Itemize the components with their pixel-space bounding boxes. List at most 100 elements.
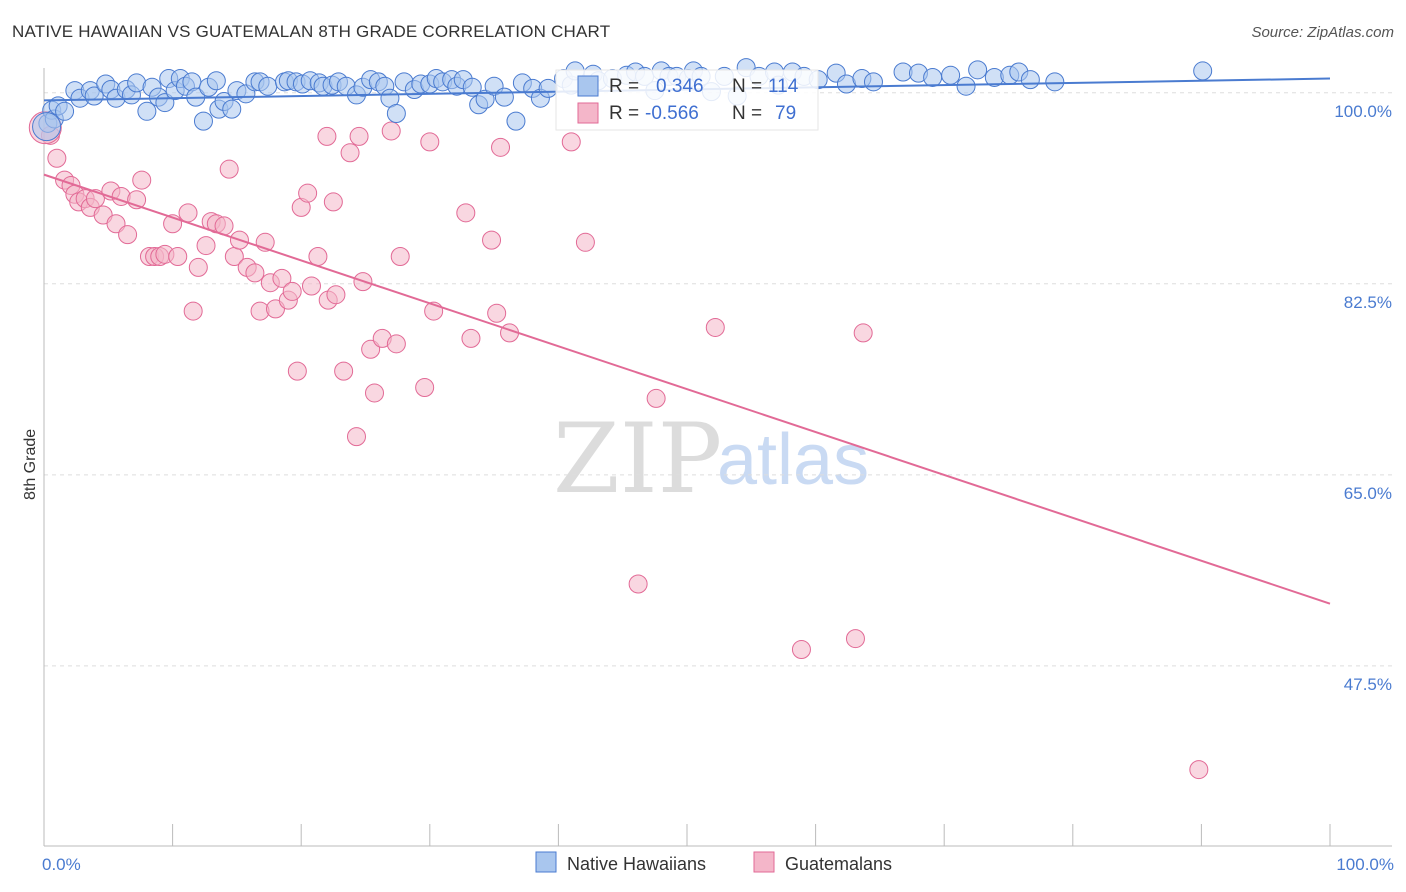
data-point bbox=[287, 361, 307, 381]
data-point bbox=[475, 89, 495, 109]
data-point bbox=[415, 378, 435, 397]
data-point bbox=[340, 143, 360, 163]
data-point bbox=[282, 281, 302, 301]
gridlines bbox=[44, 92, 1392, 667]
data-point bbox=[381, 121, 401, 141]
watermark-zip: ZIP bbox=[553, 403, 722, 515]
guatemalans-trend-line bbox=[43, 173, 1331, 605]
data-point bbox=[628, 574, 648, 594]
stats-box: R = 0.346 N = 114 R = -0.566 N = 79 bbox=[555, 69, 819, 131]
data-point bbox=[863, 72, 883, 92]
data-point bbox=[317, 126, 337, 146]
data-point bbox=[183, 301, 203, 321]
data-point bbox=[272, 268, 292, 288]
stats-blue-swatch bbox=[577, 75, 599, 97]
data-point bbox=[188, 257, 208, 277]
data-point bbox=[386, 334, 406, 354]
data-point bbox=[168, 247, 188, 266]
stats-pink-r-label: R = bbox=[609, 103, 639, 124]
data-point bbox=[245, 263, 265, 283]
stats-box-frame bbox=[555, 69, 819, 131]
data-point bbox=[1020, 70, 1040, 90]
data-point bbox=[193, 111, 213, 131]
data-point bbox=[308, 247, 328, 266]
data-point bbox=[461, 328, 481, 348]
data-point bbox=[301, 276, 321, 296]
data-point bbox=[561, 132, 581, 152]
legend-guatemalans: Guatemalans bbox=[785, 854, 892, 874]
data-point bbox=[575, 232, 595, 252]
data-point bbox=[456, 203, 476, 223]
data-point bbox=[853, 323, 873, 343]
data-point bbox=[956, 76, 976, 96]
data-point bbox=[137, 101, 157, 121]
source-label: Source: ZipAtlas.com bbox=[1251, 24, 1394, 41]
legend-native-hawaiians: Native Hawaiians bbox=[567, 854, 706, 874]
axes bbox=[43, 68, 1392, 847]
x-tick-labels: 0.0% 100.0% bbox=[42, 855, 1394, 874]
data-point bbox=[258, 76, 278, 96]
y-axis-title: 8th Grade bbox=[22, 429, 39, 500]
data-point bbox=[941, 65, 961, 85]
data-point bbox=[349, 126, 369, 146]
guatemalans-points bbox=[28, 111, 1209, 780]
data-point bbox=[494, 87, 514, 107]
data-point bbox=[487, 303, 507, 323]
chart-title: NATIVE HAWAIIAN VS GUATEMALAN 8TH GRADE … bbox=[12, 22, 611, 41]
legend-blue-swatch bbox=[535, 851, 557, 873]
data-point bbox=[491, 137, 511, 157]
x-tick-label-right: 100.0% bbox=[1336, 855, 1394, 874]
data-point bbox=[206, 71, 226, 91]
legend: Native Hawaiians Guatemalans bbox=[535, 851, 892, 874]
trend-lines bbox=[43, 77, 1331, 605]
data-point bbox=[506, 111, 526, 131]
y-tick-labels: 100.0% 82.5% 65.0% 47.5% bbox=[1334, 102, 1392, 694]
data-point bbox=[386, 103, 406, 123]
data-point bbox=[118, 225, 138, 245]
data-point bbox=[334, 361, 354, 381]
stats-blue-r-value: 0.346 bbox=[656, 76, 704, 97]
y-tick-label: 100.0% bbox=[1334, 102, 1392, 121]
stats-pink-n-value: 79 bbox=[775, 103, 796, 124]
data-point bbox=[298, 183, 318, 203]
data-point bbox=[538, 78, 558, 98]
data-point bbox=[222, 99, 242, 119]
data-point bbox=[196, 236, 216, 256]
data-point bbox=[47, 148, 67, 168]
data-point bbox=[55, 101, 75, 121]
data-point bbox=[323, 192, 343, 212]
stats-pink-swatch bbox=[577, 102, 599, 124]
data-point-cluster bbox=[32, 112, 62, 142]
stats-blue-r-label: R = bbox=[609, 76, 639, 97]
data-point bbox=[705, 317, 725, 337]
stats-pink-n-label: N = bbox=[732, 103, 762, 124]
watermark-atlas: atlas bbox=[717, 420, 869, 500]
data-point bbox=[346, 427, 366, 447]
legend-pink-swatch bbox=[753, 851, 775, 873]
data-point bbox=[106, 214, 126, 234]
data-point bbox=[390, 247, 410, 266]
data-point bbox=[1045, 72, 1065, 92]
data-point bbox=[361, 339, 381, 359]
data-point bbox=[462, 77, 482, 97]
data-point bbox=[219, 159, 239, 179]
y-tick-label: 82.5% bbox=[1344, 293, 1392, 312]
x-tick-label-left: 0.0% bbox=[42, 855, 81, 874]
data-point bbox=[178, 203, 198, 223]
data-point bbox=[326, 285, 346, 305]
stats-pink-r-value: -0.566 bbox=[645, 103, 699, 124]
watermark: ZIP atlas bbox=[553, 403, 869, 515]
data-point bbox=[132, 170, 152, 190]
data-point bbox=[845, 629, 865, 649]
data-point bbox=[1189, 760, 1209, 780]
data-point bbox=[968, 60, 988, 80]
data-point bbox=[923, 67, 943, 87]
data-point bbox=[420, 132, 440, 152]
data-point bbox=[646, 388, 666, 408]
y-tick-label: 47.5% bbox=[1344, 675, 1392, 694]
y-tick-label: 65.0% bbox=[1344, 484, 1392, 503]
data-point bbox=[791, 640, 811, 659]
data-point bbox=[482, 230, 502, 250]
stats-blue-n-label: N = bbox=[732, 76, 762, 97]
